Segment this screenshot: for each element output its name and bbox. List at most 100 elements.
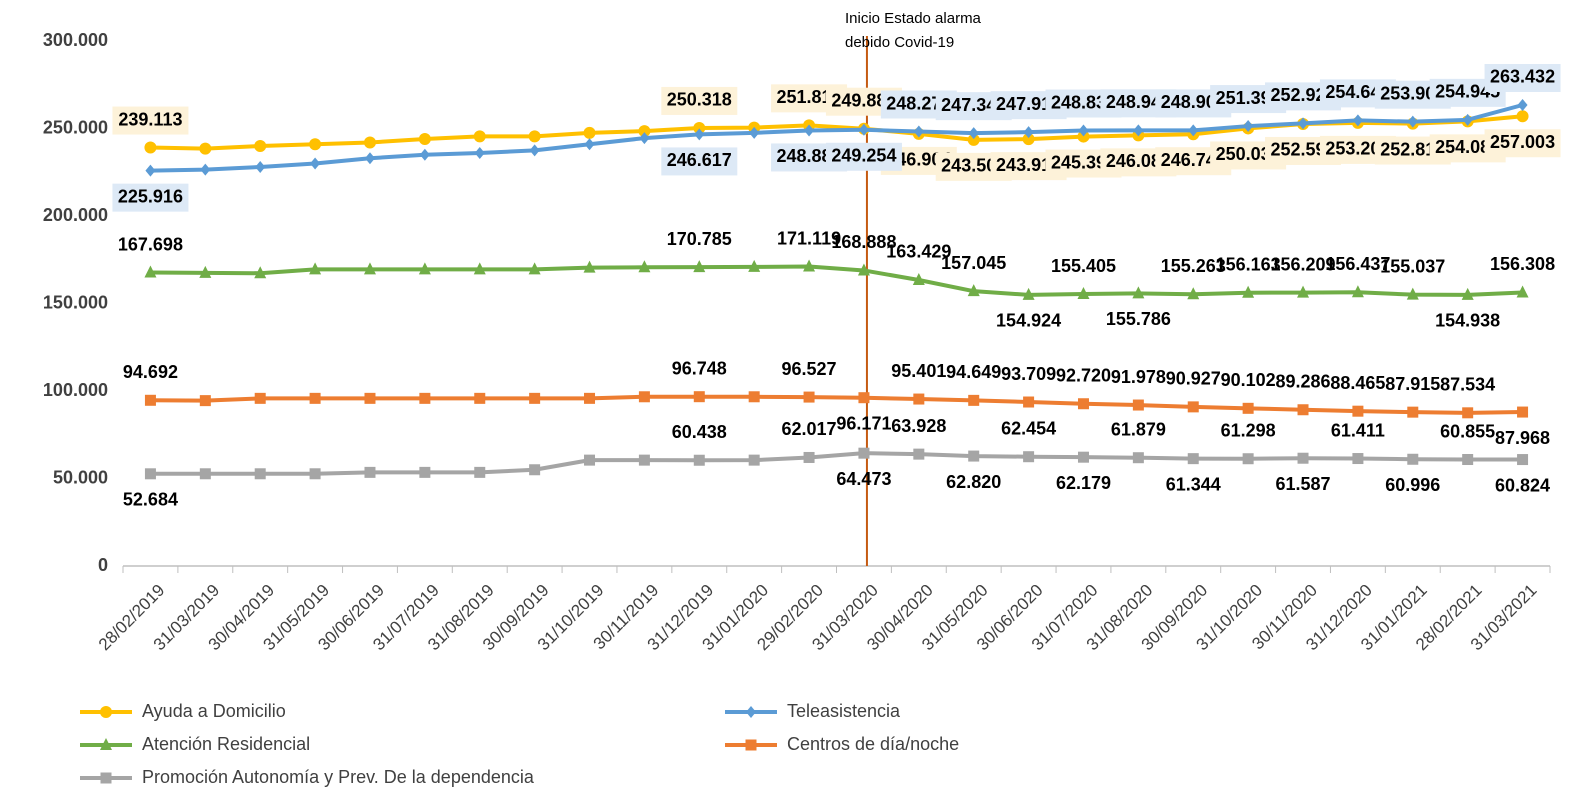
point <box>1022 287 1035 300</box>
y-tick-label: 0 <box>98 555 108 575</box>
point <box>1407 453 1419 465</box>
data-label: 60.855 <box>1440 421 1495 441</box>
point <box>529 144 540 157</box>
data-label: 63.928 <box>891 416 946 436</box>
point <box>1462 407 1474 419</box>
data-label: 249.883 <box>831 90 896 110</box>
point <box>693 454 705 466</box>
data-label: 157.045 <box>941 253 1006 273</box>
data-label: 251.393 <box>1216 88 1281 108</box>
point <box>419 466 431 478</box>
label-bg <box>661 86 738 115</box>
data-label: 156.308 <box>1490 254 1555 274</box>
data-label: 62.017 <box>782 419 837 439</box>
data-label: 254.945 <box>1435 82 1500 102</box>
point <box>199 265 212 278</box>
point <box>419 392 431 404</box>
data-label: 95.401 <box>891 361 946 381</box>
data-label: 155.786 <box>1106 309 1171 329</box>
data-label: 156.437 <box>1325 254 1390 274</box>
data-label: 247.346 <box>941 95 1006 115</box>
label-bg <box>661 147 738 176</box>
point <box>1132 399 1144 411</box>
data-label: 225.916 <box>118 186 183 206</box>
point <box>638 391 650 403</box>
data-label: 250.318 <box>667 90 732 110</box>
point <box>199 468 211 480</box>
data-label: 245.390 <box>1051 152 1116 172</box>
data-label: 246.080 <box>1106 151 1171 171</box>
data-label: 60.996 <box>1385 475 1440 495</box>
point <box>474 466 486 478</box>
point <box>858 123 869 136</box>
point <box>1297 452 1309 464</box>
point <box>1023 126 1034 139</box>
data-label: 62.820 <box>946 472 1001 492</box>
point <box>1242 453 1254 465</box>
point <box>1297 285 1310 298</box>
data-label: 155.405 <box>1051 256 1116 276</box>
point <box>913 393 925 405</box>
legend-label: Teleasistencia <box>787 701 901 721</box>
point <box>1077 398 1089 410</box>
point <box>1297 404 1309 416</box>
point <box>1406 287 1419 300</box>
data-label: 96.527 <box>782 359 837 379</box>
point <box>584 138 595 151</box>
point <box>474 147 485 159</box>
point <box>967 284 980 297</box>
y-tick-label: 150.000 <box>43 292 108 312</box>
data-label: 154.924 <box>996 311 1061 331</box>
point <box>254 266 267 279</box>
data-label: 252.591 <box>1270 140 1335 160</box>
annotation-text: Inicio Estado alarma <box>845 10 982 27</box>
data-label: 253.900 <box>1380 83 1445 103</box>
point <box>1132 452 1144 464</box>
y-tick-label: 50.000 <box>53 467 108 487</box>
point <box>583 260 596 273</box>
data-label: 167.698 <box>118 234 183 254</box>
data-label: 249.254 <box>831 146 896 166</box>
data-label: 92.720 <box>1056 365 1111 385</box>
point <box>309 468 321 480</box>
data-label: 96.171 <box>836 413 891 433</box>
series-line <box>150 451 1523 476</box>
data-label: 257.003 <box>1490 132 1555 152</box>
point <box>1352 453 1364 465</box>
legend-label: Centros de día/noche <box>787 734 959 754</box>
point <box>1516 110 1529 123</box>
point <box>1351 285 1364 298</box>
data-label: 246.904 <box>886 150 951 170</box>
series-line <box>150 264 1523 297</box>
point <box>145 164 156 177</box>
data-label: 90.102 <box>1221 370 1276 390</box>
data-label: 88.465 <box>1330 373 1385 393</box>
label-bg <box>112 183 189 212</box>
legend-marker <box>100 738 112 750</box>
data-label: 61.411 <box>1331 420 1385 440</box>
y-tick-label: 250.000 <box>43 117 108 137</box>
point <box>968 450 980 462</box>
point <box>1242 402 1254 414</box>
point <box>748 259 761 272</box>
data-label: 263.432 <box>1490 67 1555 87</box>
point <box>858 392 870 404</box>
data-label: 239.113 <box>118 109 182 129</box>
data-label: 243.508 <box>941 156 1006 176</box>
point <box>1187 453 1199 465</box>
point <box>144 468 156 480</box>
point <box>804 124 815 137</box>
data-label: 64.473 <box>836 469 891 489</box>
point <box>144 394 156 406</box>
data-label: 248.905 <box>1161 92 1226 112</box>
point <box>254 140 267 152</box>
data-label: 61.298 <box>1221 420 1276 440</box>
point <box>255 161 266 173</box>
point <box>1352 114 1363 127</box>
data-label: 246.617 <box>667 150 732 170</box>
point <box>583 126 596 139</box>
data-label: 89.286 <box>1275 371 1330 391</box>
point <box>1133 124 1144 137</box>
point <box>913 125 924 138</box>
